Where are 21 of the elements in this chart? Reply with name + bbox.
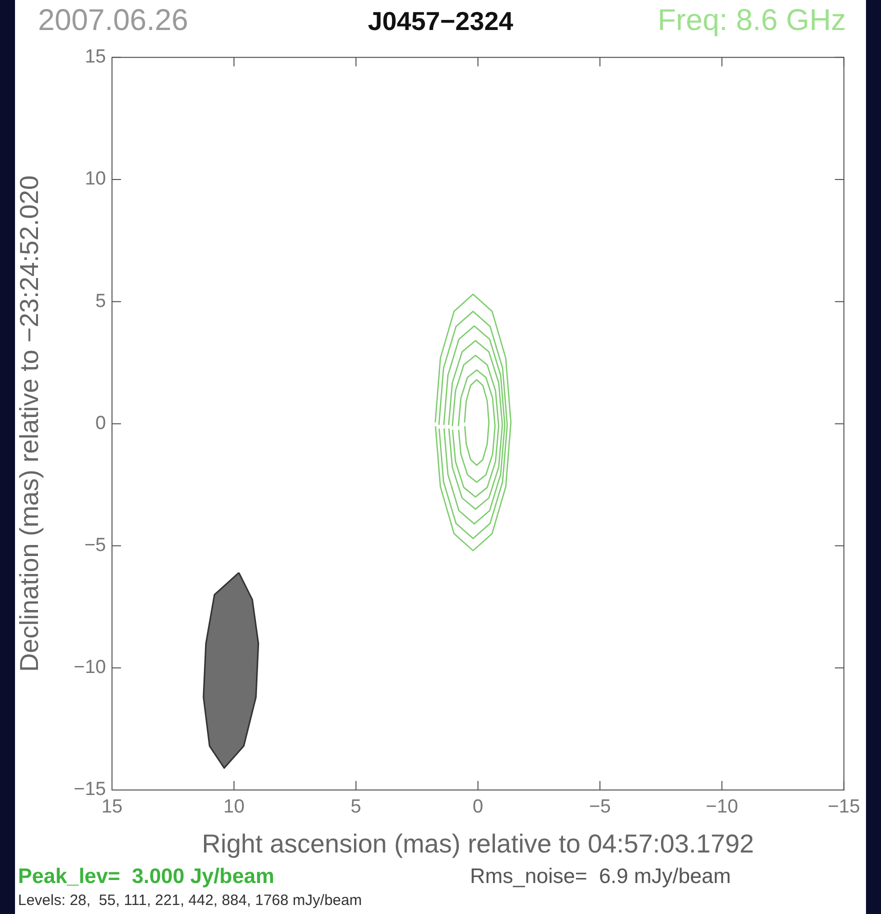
text: Freq: 8.6 GHz [658, 4, 846, 37]
x-tick-label: −10 [706, 796, 738, 818]
y-tick-label: 10 [84, 168, 106, 190]
x-tick-label: −15 [828, 796, 860, 818]
x-tick-label: 10 [223, 796, 245, 818]
chart-title: J0457−2324 [366, 6, 514, 36]
x-tick-label: −5 [589, 796, 611, 818]
x-tick-label: 5 [350, 796, 362, 818]
text: 2007.06.26 [38, 4, 188, 37]
y-tick-label: 5 [95, 290, 106, 312]
text: Levels: 28, 55, 111, 221, 442, 884, 1768 mJy/beam [18, 892, 362, 909]
x-axis-title: Right ascension (mas) relative to 04:57:03.1792 [202, 828, 754, 859]
y-tick-label: −10 [74, 657, 106, 678]
y-axis-title: Declination (mas) relative to −23:24:52.020 [14, 175, 44, 672]
y-tick-label: 0 [95, 412, 106, 434]
text: Rms_noise= 6.9 mJy/beam [470, 865, 731, 888]
text: Peak_lev= 3.000 Jy/beam [18, 865, 274, 888]
y-tick-label: 15 [84, 46, 106, 68]
y-tick-label: −15 [74, 779, 106, 800]
x-tick-label: 0 [472, 796, 484, 818]
y-tick-label: −5 [84, 535, 106, 556]
